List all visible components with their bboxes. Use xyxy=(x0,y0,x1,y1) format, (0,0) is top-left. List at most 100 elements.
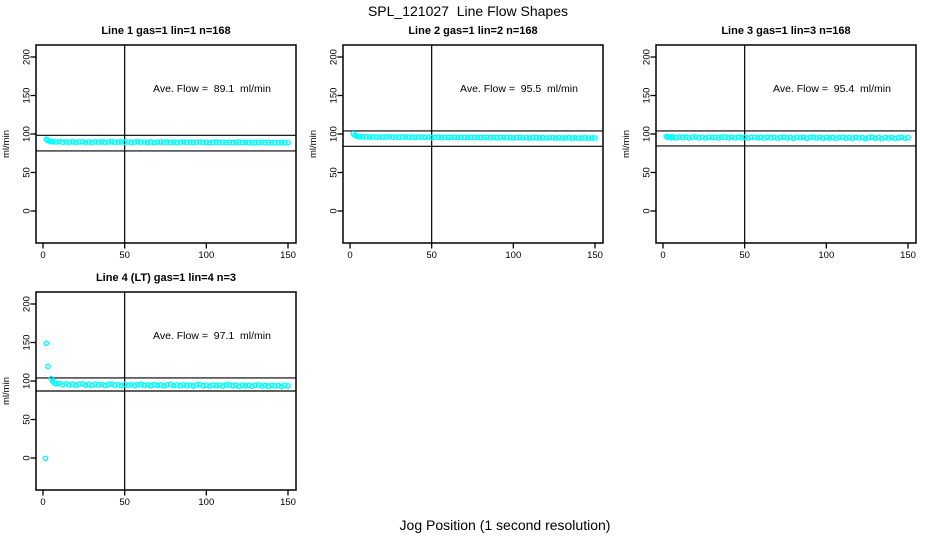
data-point xyxy=(187,382,193,388)
data-point xyxy=(816,134,823,141)
data-point xyxy=(128,381,135,388)
data-point xyxy=(774,135,781,141)
data-point xyxy=(167,139,174,146)
data-point xyxy=(216,382,223,389)
data-point xyxy=(59,139,66,146)
data-point xyxy=(236,383,242,390)
data-point xyxy=(118,382,125,389)
data-point xyxy=(278,383,285,390)
data-point xyxy=(82,139,89,146)
data-point xyxy=(454,134,461,141)
data-point xyxy=(865,134,872,141)
data-point xyxy=(487,134,494,141)
data-point xyxy=(265,139,272,146)
data-point xyxy=(249,383,255,390)
data-point xyxy=(705,134,712,140)
data-point xyxy=(905,134,911,141)
data-point xyxy=(131,382,138,389)
ave-flow-annotation: Ave. Flow = 97.1 ml/min xyxy=(153,330,271,342)
data-point xyxy=(190,139,197,146)
data-point xyxy=(118,138,125,145)
y-tick-label: 150 xyxy=(22,335,33,351)
y-tick-label: 0 xyxy=(22,455,33,460)
data-point xyxy=(223,139,229,146)
data-point xyxy=(500,134,507,141)
data-point xyxy=(373,134,380,141)
data-point xyxy=(105,139,112,145)
data-point xyxy=(134,381,141,388)
data-point xyxy=(262,382,269,389)
data-point xyxy=(699,134,706,141)
data-point xyxy=(44,363,51,370)
data-point xyxy=(236,139,242,146)
data-point xyxy=(503,134,510,141)
x-tick-label: 50 xyxy=(426,250,437,261)
x-tick-label: 100 xyxy=(198,497,214,508)
data-point xyxy=(164,139,171,145)
data-point xyxy=(484,134,491,141)
data-point xyxy=(190,383,197,389)
data-point xyxy=(82,382,89,389)
data-point xyxy=(141,139,148,145)
data-point xyxy=(154,139,161,146)
data-point xyxy=(565,134,572,141)
data-point xyxy=(516,134,523,141)
y-axis-label: ml/min xyxy=(1,377,12,405)
data-point xyxy=(585,135,592,142)
data-point xyxy=(242,382,249,389)
data-point xyxy=(494,134,500,141)
data-point xyxy=(360,134,366,140)
data-point xyxy=(275,382,282,389)
data-point xyxy=(722,134,728,140)
data-point xyxy=(588,135,595,141)
y-tick-label: 50 xyxy=(22,414,33,425)
data-point xyxy=(285,139,291,146)
data-point xyxy=(89,139,95,146)
data-point xyxy=(885,135,892,141)
data-point xyxy=(62,138,69,145)
data-point xyxy=(523,134,530,141)
data-point xyxy=(386,133,393,140)
y-tick-label: 0 xyxy=(642,208,653,213)
data-point xyxy=(787,134,794,141)
data-point xyxy=(715,135,722,141)
data-point xyxy=(183,139,190,146)
data-point xyxy=(157,381,164,388)
data-point xyxy=(559,135,566,141)
panel-title: Line 1 gas=1 lin=1 n=168 xyxy=(101,25,230,37)
panel-4: Line 4 (LT) gas=1 lin=4 n=3 0 50 100 150 200 0… xyxy=(1,272,297,508)
data-point xyxy=(882,134,889,141)
data-point xyxy=(409,134,415,140)
data-point xyxy=(69,138,76,145)
y-tick-label: 100 xyxy=(22,126,33,142)
axis-box xyxy=(342,44,604,244)
data-point xyxy=(474,134,481,141)
y-tick-label: 0 xyxy=(329,208,340,213)
y-tick-label: 200 xyxy=(642,49,653,65)
data-point xyxy=(803,135,810,142)
y-tick-label: 150 xyxy=(642,88,653,104)
x-tick-label: 150 xyxy=(587,250,603,261)
data-point xyxy=(242,139,249,146)
data-point xyxy=(105,381,112,388)
data-point xyxy=(510,134,517,141)
data-point xyxy=(275,139,282,146)
x-tick-label: 100 xyxy=(198,250,214,261)
data-point xyxy=(878,135,885,142)
data-point xyxy=(686,135,693,141)
data-point xyxy=(780,134,787,140)
data-point xyxy=(892,135,898,142)
data-point xyxy=(539,134,546,141)
y-tick-label: 100 xyxy=(22,373,33,389)
data-point xyxy=(187,139,193,146)
ave-flow-annotation: Ave. Flow = 89.1 ml/min xyxy=(153,83,271,95)
data-point xyxy=(702,135,709,141)
data-point xyxy=(102,139,108,146)
data-point xyxy=(363,133,370,140)
data-point xyxy=(239,139,246,146)
y-tick-label: 50 xyxy=(22,167,33,178)
data-point xyxy=(134,138,141,145)
y-tick-label: 150 xyxy=(22,88,33,104)
data-point xyxy=(92,381,99,388)
x-tick-label: 150 xyxy=(280,497,296,508)
